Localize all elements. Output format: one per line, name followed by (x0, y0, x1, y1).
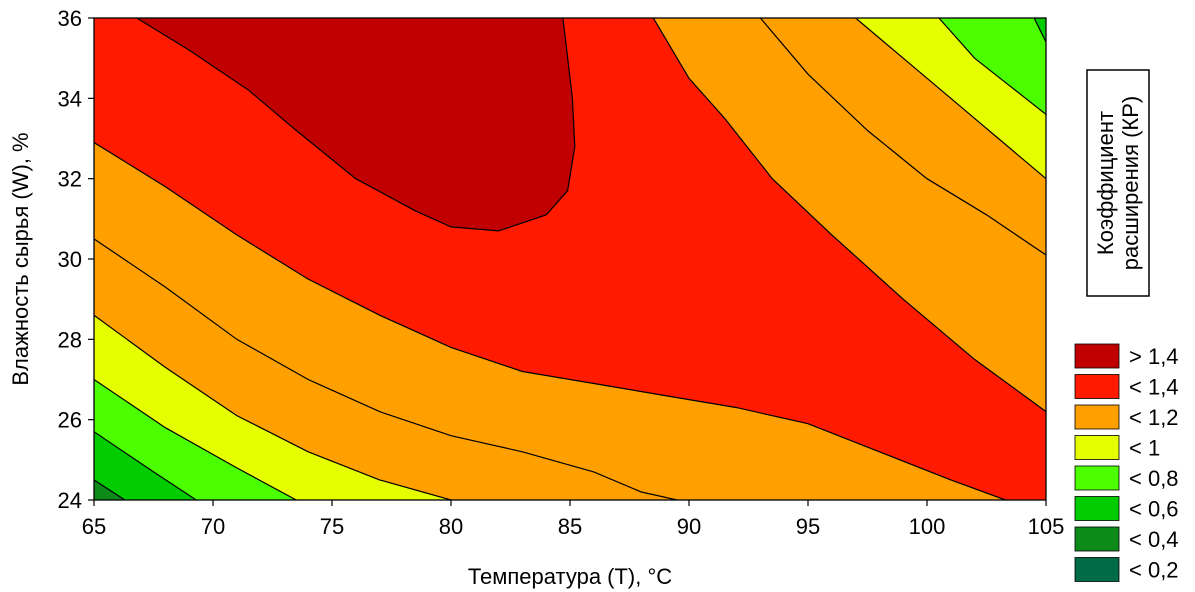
legend-label: < 0,2 (1129, 558, 1179, 583)
x-tick-label: 95 (796, 514, 820, 539)
contour-line-c1-0-left (94, 314, 452, 500)
legend-item: > 1,4 (1074, 343, 1179, 369)
y-tick-label: 26 (58, 408, 82, 433)
legend-label: < 0,4 (1129, 527, 1179, 552)
legend-swatch (1074, 465, 1120, 491)
region-1-2-band-lower (94, 142, 1046, 500)
legend-swatch (1074, 496, 1120, 521)
contour-line-c1-4-upper (136, 18, 576, 232)
legend-title-line-2: расширения (КР) (1118, 96, 1143, 271)
legend-item: < 1 (1074, 435, 1160, 461)
legend-item: < 1,2 (1074, 404, 1179, 430)
legend-label: < 1 (1129, 436, 1160, 461)
contour-line-c0-6-right (1033, 18, 1046, 43)
legend-label: < 0,6 (1129, 497, 1179, 522)
y-tick-label: 34 (58, 86, 82, 111)
x-tick-label: 75 (320, 514, 344, 539)
contour-line-c1-2-right (759, 18, 1046, 256)
legend-swatch (1074, 343, 1120, 369)
legend-item: < 1,4 (1074, 374, 1179, 400)
legend-item: < 0,6 (1074, 496, 1179, 522)
legend-title-box: Коэффициент расширения (КР) (1086, 69, 1150, 297)
legend-label: > 1,4 (1129, 344, 1179, 369)
y-tick-label: 30 (58, 247, 82, 272)
y-tick-label: 28 (58, 327, 82, 352)
y-axis-label: Влажность сырья (W), % (8, 132, 33, 385)
x-tick-label: 80 (439, 514, 463, 539)
legend-title-line-1: Коэффициент (1093, 111, 1118, 255)
legend-label: < 1,4 (1129, 375, 1179, 400)
contour-line-c1-4-left (94, 141, 1006, 500)
x-tick-label: 65 (82, 514, 106, 539)
y-tick-label: 36 (58, 6, 82, 31)
contour-line-c0-8-left (94, 379, 297, 500)
legend-swatch (1074, 404, 1120, 430)
contour-plot-area (94, 18, 1046, 500)
x-tick-label: 105 (1028, 514, 1065, 539)
legend-swatch (1074, 374, 1120, 399)
x-tick-label: 85 (558, 514, 582, 539)
x-axis-label: Температура (T), °C (468, 564, 672, 589)
x-tick-label: 100 (909, 514, 946, 539)
contour-line-c0-4-left (94, 479, 126, 500)
legend-swatch (1074, 526, 1120, 552)
contour-line-c0-6-left (94, 431, 197, 500)
contour-line-c1-2-left (94, 238, 678, 500)
x-tick-label: 70 (201, 514, 225, 539)
axis-ticks: 65 70 75 80 85 90 95 100 105 24 26 28 30 32 34 36 (58, 6, 1065, 539)
legend-label: < 1,2 (1129, 405, 1179, 430)
y-tick-label: 32 (58, 167, 82, 192)
legend: > 1,4 < 1,4 < 1,2 < 1 < 0,8 < 0,6 < 0,4 < 0,2 (1074, 343, 1179, 583)
x-tick-label: 90 (677, 514, 701, 539)
legend-item: < 0,4 (1074, 526, 1179, 552)
contour-line-c1-4-right (652, 18, 1046, 413)
legend-swatch (1074, 557, 1120, 582)
contour-line-c1-0-right (855, 18, 1046, 180)
legend-item: < 0,2 (1074, 557, 1179, 583)
legend-label: < 0,8 (1129, 466, 1179, 491)
region-above-1-4 (136, 18, 575, 231)
region-1-2-band-upper-right (653, 18, 1046, 412)
contour-line-c0-8-right (938, 18, 1046, 115)
legend-item: < 0,8 (1074, 465, 1179, 491)
y-tick-label: 24 (58, 488, 82, 513)
legend-swatch (1074, 435, 1120, 460)
